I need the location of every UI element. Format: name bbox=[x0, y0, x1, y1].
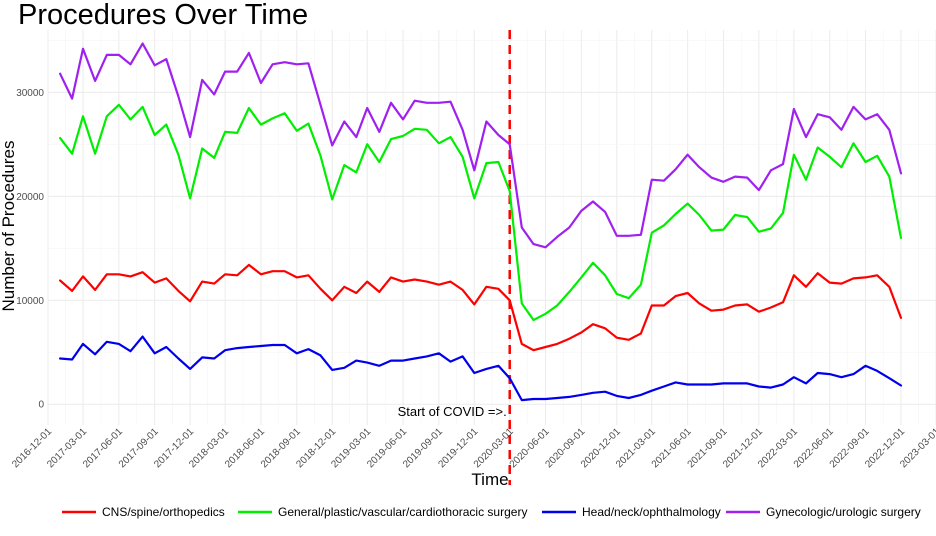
series-line-0 bbox=[58, 263, 903, 352]
y-axis-title: Number of Procedures bbox=[0, 140, 18, 311]
series-lines bbox=[58, 42, 903, 402]
covid-marker: Start of COVID =>. bbox=[398, 30, 511, 485]
grid bbox=[47, 30, 936, 425]
y-tick-label: 30000 bbox=[16, 88, 44, 99]
series-line-1 bbox=[58, 103, 903, 322]
x-axis-title: Time bbox=[471, 470, 508, 489]
y-axis-ticks: 0 10000 20000 30000 bbox=[16, 88, 44, 411]
series-line-3 bbox=[58, 42, 903, 249]
y-tick-label: 20000 bbox=[16, 192, 44, 203]
legend-label-3: Gynecologic/urologic surgery bbox=[766, 505, 921, 519]
chart-title: Procedures Over Time bbox=[18, 0, 308, 31]
legend-label-2: Head/neck/ophthalmology bbox=[582, 505, 721, 519]
x-axis-ticks: 2016-12-012017-03-012017-06-012017-09-01… bbox=[10, 426, 936, 470]
legend-label-1: General/plastic/vascular/cardiothoracic … bbox=[278, 505, 527, 519]
covid-annotation: Start of COVID =>. bbox=[398, 404, 507, 419]
y-tick-label: 10000 bbox=[16, 296, 44, 307]
legend-label-0: CNS/spine/orthopedics bbox=[102, 505, 225, 519]
legend: CNS/spine/orthopedics General/plastic/vas… bbox=[62, 505, 921, 519]
y-tick-label: 0 bbox=[38, 400, 44, 411]
series-line-2 bbox=[58, 335, 903, 402]
